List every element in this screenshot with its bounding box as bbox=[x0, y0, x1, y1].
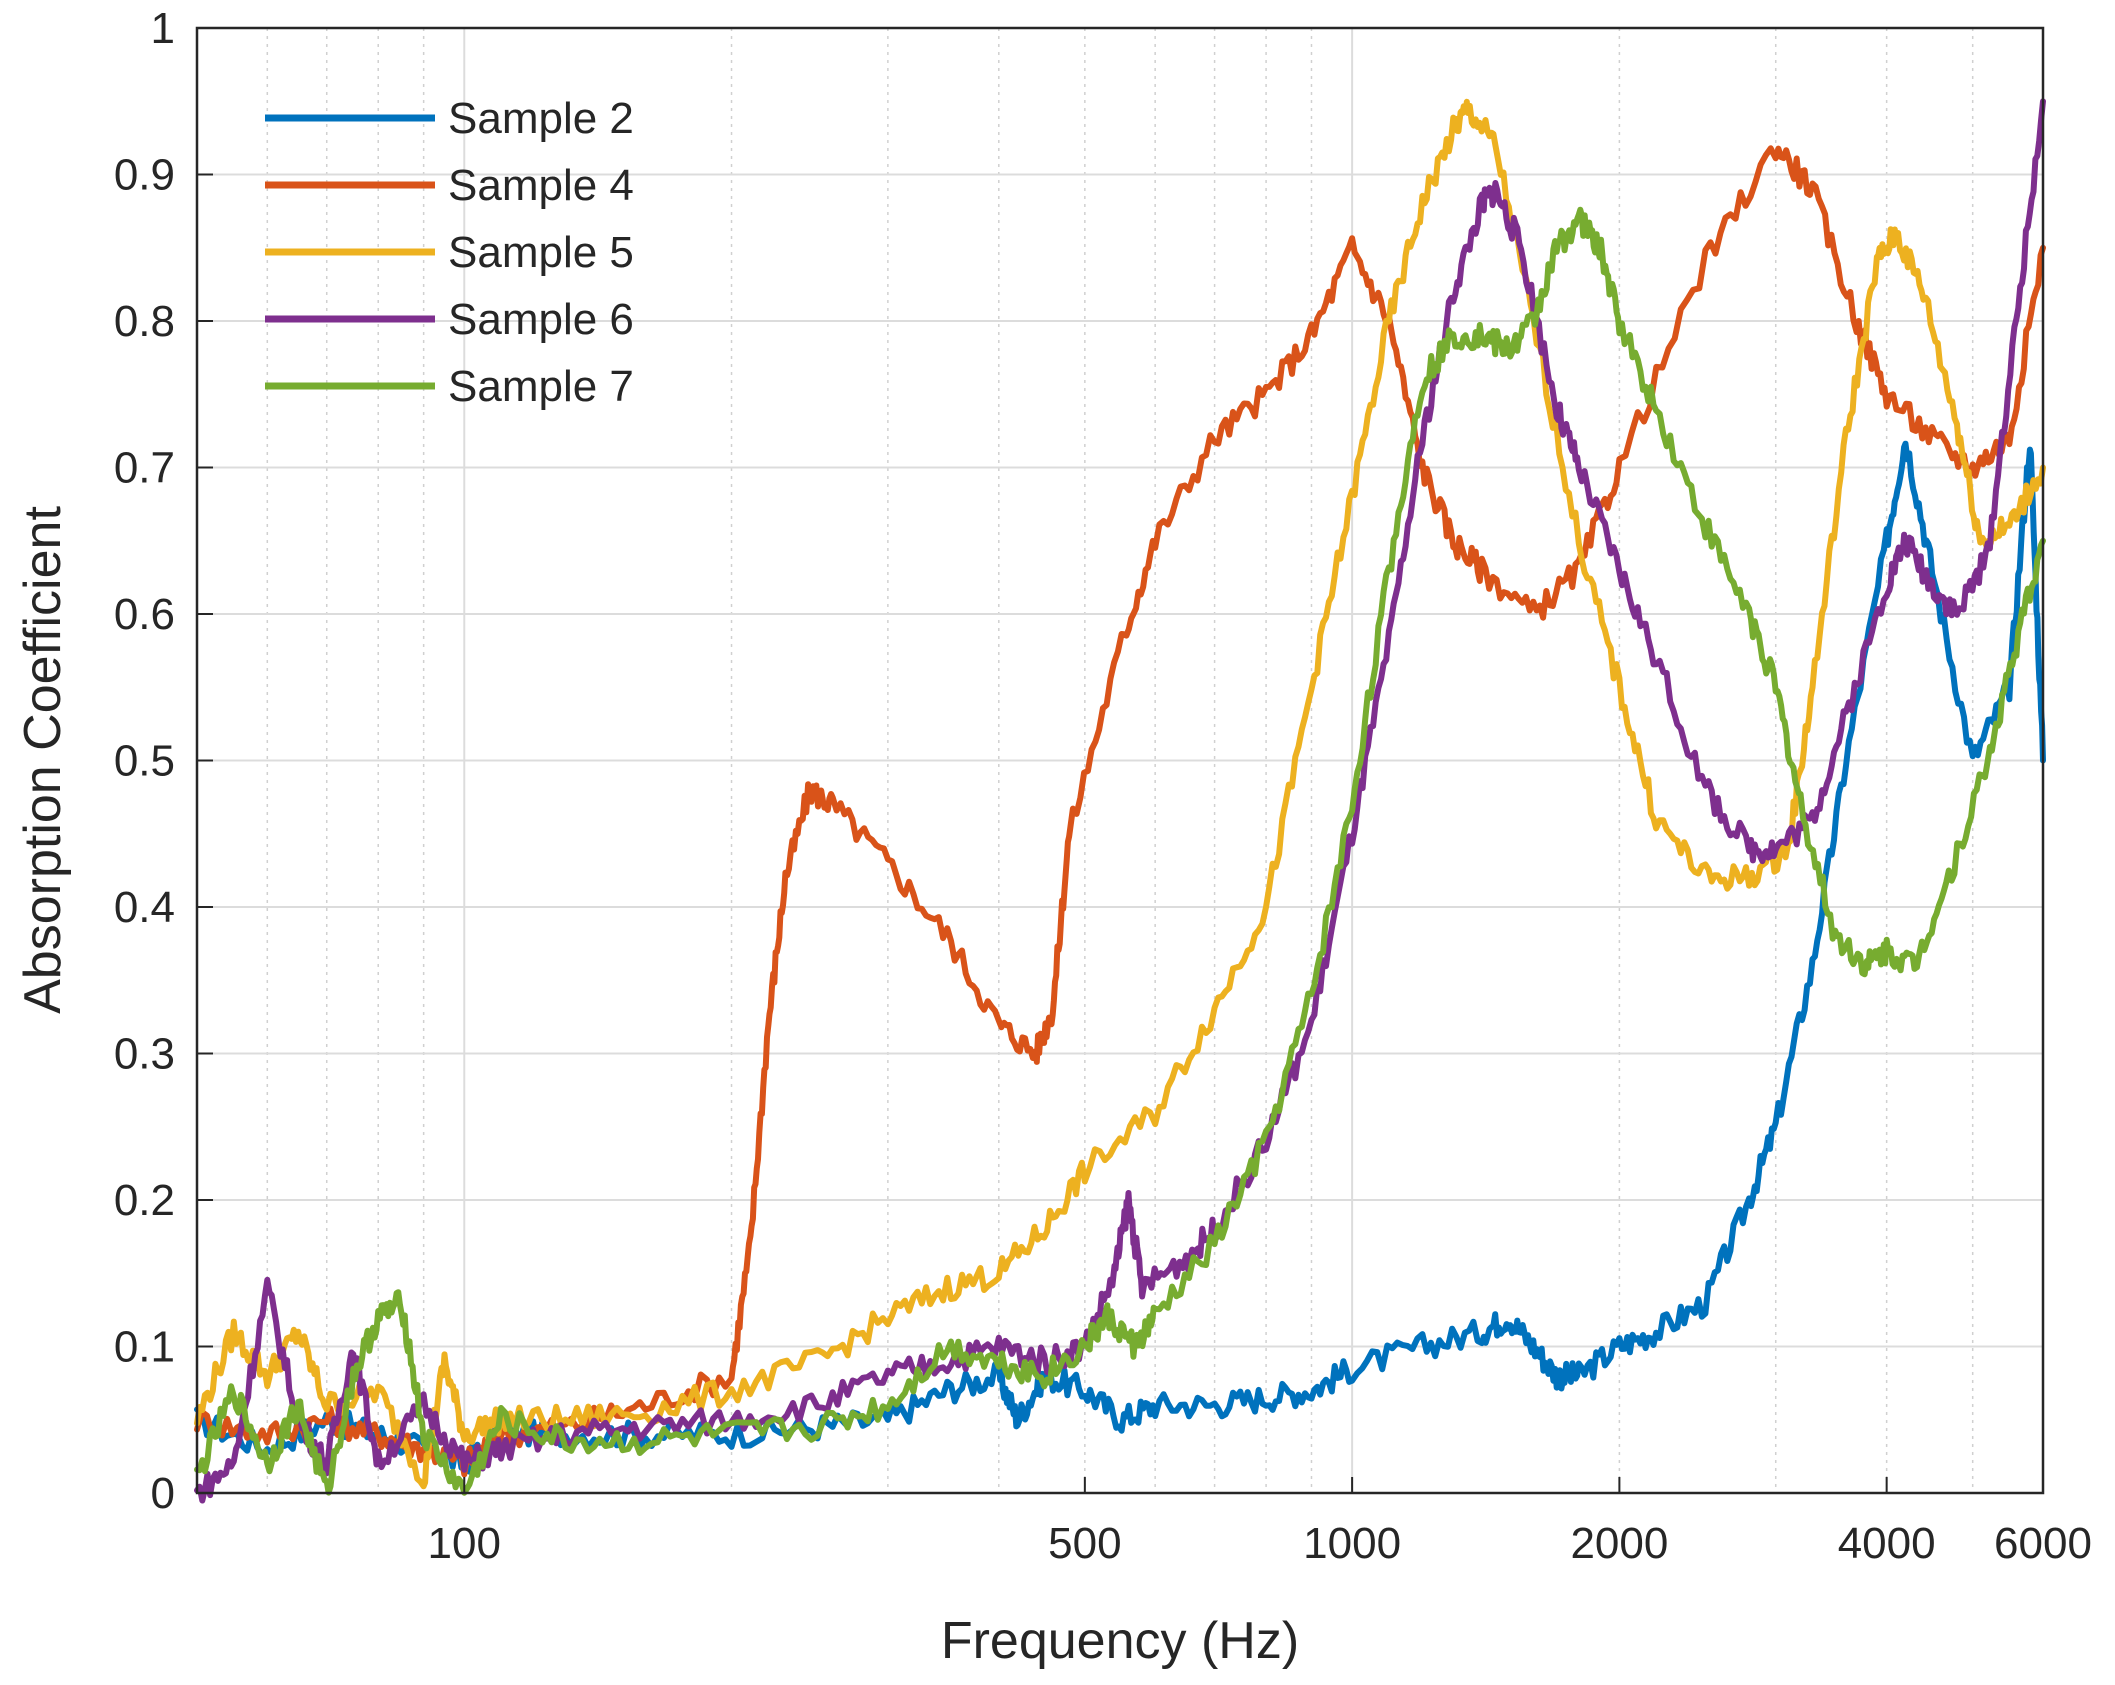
y-tick-label: 0.5 bbox=[114, 737, 175, 786]
series-line-sample-7 bbox=[194, 206, 2046, 1496]
x-tick-label: 6000 bbox=[1994, 1519, 2092, 1568]
series-line-sample-5 bbox=[194, 98, 2046, 1490]
legend-label: Sample 4 bbox=[448, 161, 634, 210]
data-series bbox=[194, 98, 2046, 1504]
legend: Sample 2 Sample 4 Sample 5 Sample 6 Sample 7 bbox=[265, 94, 634, 411]
x-tick-label: 1000 bbox=[1303, 1519, 1401, 1568]
y-tick-label: 0.6 bbox=[114, 590, 175, 639]
y-tick-label: 0.2 bbox=[114, 1176, 175, 1225]
y-tick-labels: 0 0.1 0.2 0.3 0.4 0.5 0.6 0.7 0.8 0.9 1 bbox=[114, 4, 213, 1518]
y-tick-label: 0 bbox=[151, 1469, 175, 1518]
y-tick-label: 0.3 bbox=[114, 1030, 175, 1079]
legend-label: Sample 2 bbox=[448, 94, 634, 143]
series-line-sample-4 bbox=[194, 145, 2046, 1478]
y-tick-label: 0.8 bbox=[114, 297, 175, 346]
x-tick-label: 500 bbox=[1048, 1519, 1121, 1568]
x-tick-label: 100 bbox=[428, 1519, 501, 1568]
series-line-sample-6 bbox=[194, 98, 2046, 1504]
x-tick-labels: 100 500 1000 2000 4000 6000 bbox=[428, 1477, 2092, 1568]
x-tick-label: 2000 bbox=[1570, 1519, 1668, 1568]
y-tick-label: 0.1 bbox=[114, 1323, 175, 1372]
x-tick-label: 4000 bbox=[1838, 1519, 1936, 1568]
legend-label: Sample 6 bbox=[448, 295, 634, 344]
y-axis-label: Absorption Coefficient bbox=[14, 506, 72, 1014]
legend-label: Sample 7 bbox=[448, 362, 634, 411]
plot-area bbox=[194, 26, 2046, 1504]
y-tick-label: 1 bbox=[151, 4, 175, 53]
y-tick-label: 0.4 bbox=[114, 883, 175, 932]
y-tick-label: 0.7 bbox=[114, 444, 175, 493]
y-tick-label: 0.9 bbox=[114, 151, 175, 200]
legend-label: Sample 5 bbox=[448, 228, 634, 277]
x-axis-label: Frequency (Hz) bbox=[941, 1612, 1299, 1670]
